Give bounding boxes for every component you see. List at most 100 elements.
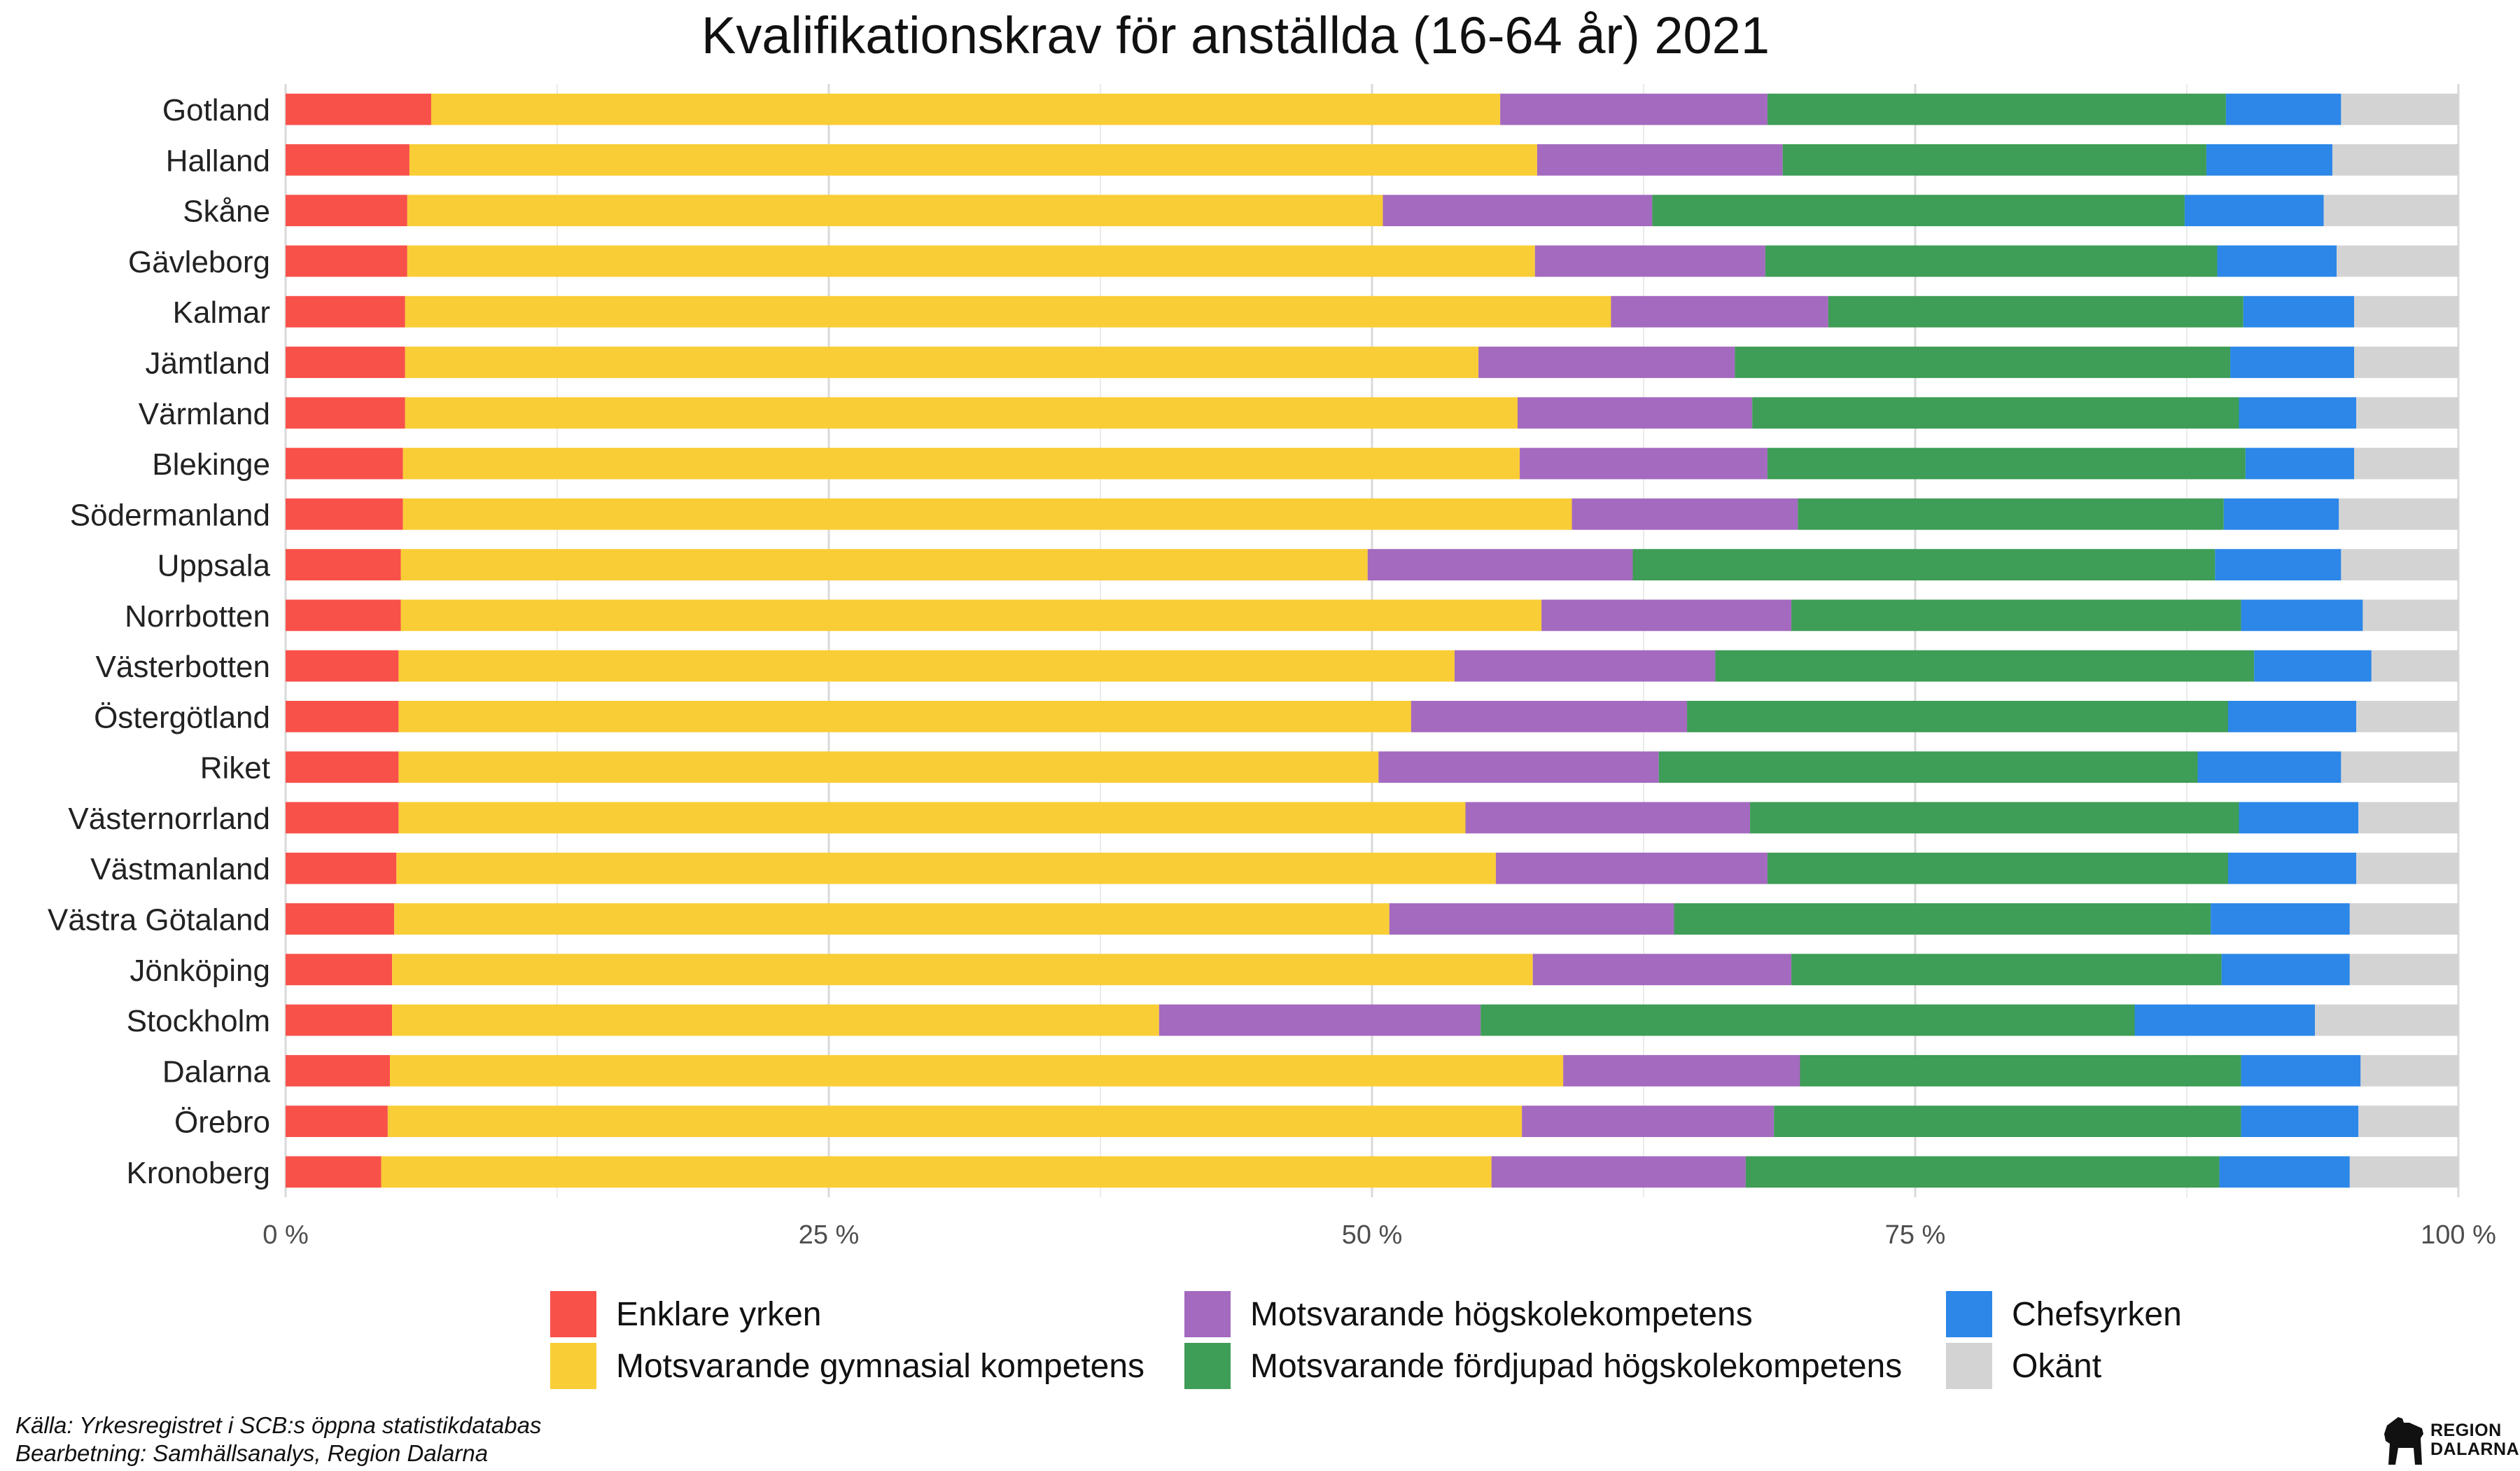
bar-segment: [286, 144, 410, 176]
bar-segment: [1563, 1054, 1800, 1087]
bar-segment: [1791, 599, 2241, 632]
bar-segment: [286, 245, 407, 277]
bar-segment: [2356, 701, 2458, 732]
y-tick-label: Jönköping: [130, 954, 270, 988]
legend-item: Motsvarande gymnasial kompetens: [550, 1341, 1144, 1390]
bar-segment: [286, 852, 397, 884]
bar-segment: [2225, 93, 2342, 125]
bar-segment: [398, 650, 1455, 682]
bar-segment: [1382, 195, 1653, 227]
bar-segment: [286, 93, 431, 125]
bar-segment: [2197, 751, 2342, 783]
legend-item: Enklare yrken: [550, 1290, 821, 1339]
legend-swatch: [550, 1291, 596, 1337]
bar-segment: [2358, 1106, 2458, 1137]
bar-segment: [2230, 347, 2355, 378]
legend-label: Motsvarande gymnasial kompetens: [616, 1347, 1145, 1385]
legend-label: Motsvarande högskolekompetens: [1250, 1295, 1753, 1333]
bar-segment: [2241, 1106, 2359, 1137]
bar-segment: [286, 802, 399, 834]
bar-segment: [1495, 852, 1768, 884]
legend-label: Motsvarande fördjupad högskolekompetens: [1250, 1347, 1903, 1385]
bar-segment: [398, 751, 1379, 783]
bar-segment: [2219, 1156, 2350, 1188]
bar-segment: [1541, 599, 1792, 632]
bar-segment: [1715, 650, 2255, 682]
y-tick-label: Värmland: [139, 397, 270, 431]
bar-segment: [402, 447, 1520, 480]
y-tick-label: Gävleborg: [128, 245, 270, 279]
bar-segment: [1536, 144, 1783, 176]
bar-segment: [2243, 295, 2355, 328]
bar-segment: [2227, 852, 2357, 884]
bar-segment: [286, 295, 405, 328]
x-tick-label: 0 %: [262, 1220, 308, 1250]
bar-segment: [1658, 751, 2198, 783]
bar-segment: [405, 397, 1518, 429]
bar-segment: [2206, 144, 2332, 176]
bar-segment: [398, 802, 1466, 834]
bar-segment: [396, 852, 1496, 884]
bar-segment: [2134, 1004, 2316, 1036]
bar-segment: [286, 195, 407, 227]
bar-segment: [1782, 144, 2206, 176]
legend-swatch: [1184, 1291, 1231, 1337]
logo-text-region: REGION: [2430, 1421, 2502, 1440]
bar-segment: [286, 1004, 393, 1036]
x-tick-label: 25 %: [799, 1220, 860, 1250]
bar-segment: [1158, 1004, 1481, 1036]
source-caption: Källa: Yrkesregistret i SCB:s öppna stat…: [15, 1411, 541, 1467]
bar-segment: [1572, 498, 1798, 530]
y-tick-label: Dalarna: [162, 1054, 271, 1089]
legend-label: Chefsyrken: [2012, 1295, 2182, 1333]
bar-segment: [2337, 245, 2458, 277]
y-tick-label: Blekinge: [152, 447, 270, 482]
legend-item: Okänt: [1946, 1341, 2101, 1390]
chart-title: Kvalifikationskrav för anställda (16-64 …: [701, 6, 1770, 64]
bar-segment: [2358, 802, 2458, 834]
processing-line: Bearbetning: Samhällsanalys, Region Dala…: [15, 1440, 489, 1466]
bar-segment: [400, 599, 1542, 632]
bar-segment: [2217, 245, 2337, 277]
bar-segment: [2349, 1156, 2458, 1188]
bar-segment: [1491, 1156, 1746, 1188]
bar-segment: [405, 295, 1611, 328]
logo-text-dalarna: DALARNA: [2430, 1439, 2520, 1459]
y-tick-label: Kalmar: [173, 295, 270, 330]
bar-segment: [1750, 802, 2239, 834]
bar-segment: [2223, 498, 2339, 530]
bar-segment: [286, 1156, 382, 1188]
dala-horse-icon: [2384, 1417, 2423, 1465]
bar-segment: [2184, 195, 2324, 227]
y-tick-label: Halland: [166, 144, 270, 178]
bar-segment: [389, 1054, 1564, 1087]
bar-segment: [2341, 751, 2458, 783]
bar-segment: [2323, 195, 2458, 227]
bar-segment: [1674, 903, 2211, 935]
y-tick-label: Västmanland: [90, 852, 270, 886]
bar-segment: [1752, 397, 2239, 429]
bar-segment: [286, 650, 399, 682]
y-tick-label: Stockholm: [127, 1004, 270, 1038]
bar-segment: [2349, 954, 2458, 986]
y-tick-label: Västernorrland: [68, 802, 270, 836]
bar-segment: [2245, 447, 2355, 480]
bar-segment: [286, 751, 399, 783]
x-tick-label: 50 %: [1342, 1220, 1403, 1250]
legend-swatch: [550, 1343, 596, 1389]
bar-segment: [394, 903, 1390, 935]
bar-segment: [1767, 93, 2226, 125]
bar-segment: [1532, 954, 1792, 986]
bar-segment: [392, 1004, 1159, 1036]
bar-segment: [1652, 195, 2185, 227]
x-tick-label: 100 %: [2421, 1220, 2496, 1250]
bar-segment: [2241, 1054, 2361, 1087]
bar-segment: [2239, 802, 2359, 834]
bar-segment: [407, 195, 1383, 227]
bar-segment: [409, 144, 1537, 176]
bar-segment: [1367, 549, 1633, 580]
bar-segment: [1465, 802, 1751, 834]
bar-segment: [392, 954, 1533, 986]
bar-segment: [1765, 245, 2218, 277]
bar-segment: [1454, 650, 1716, 682]
